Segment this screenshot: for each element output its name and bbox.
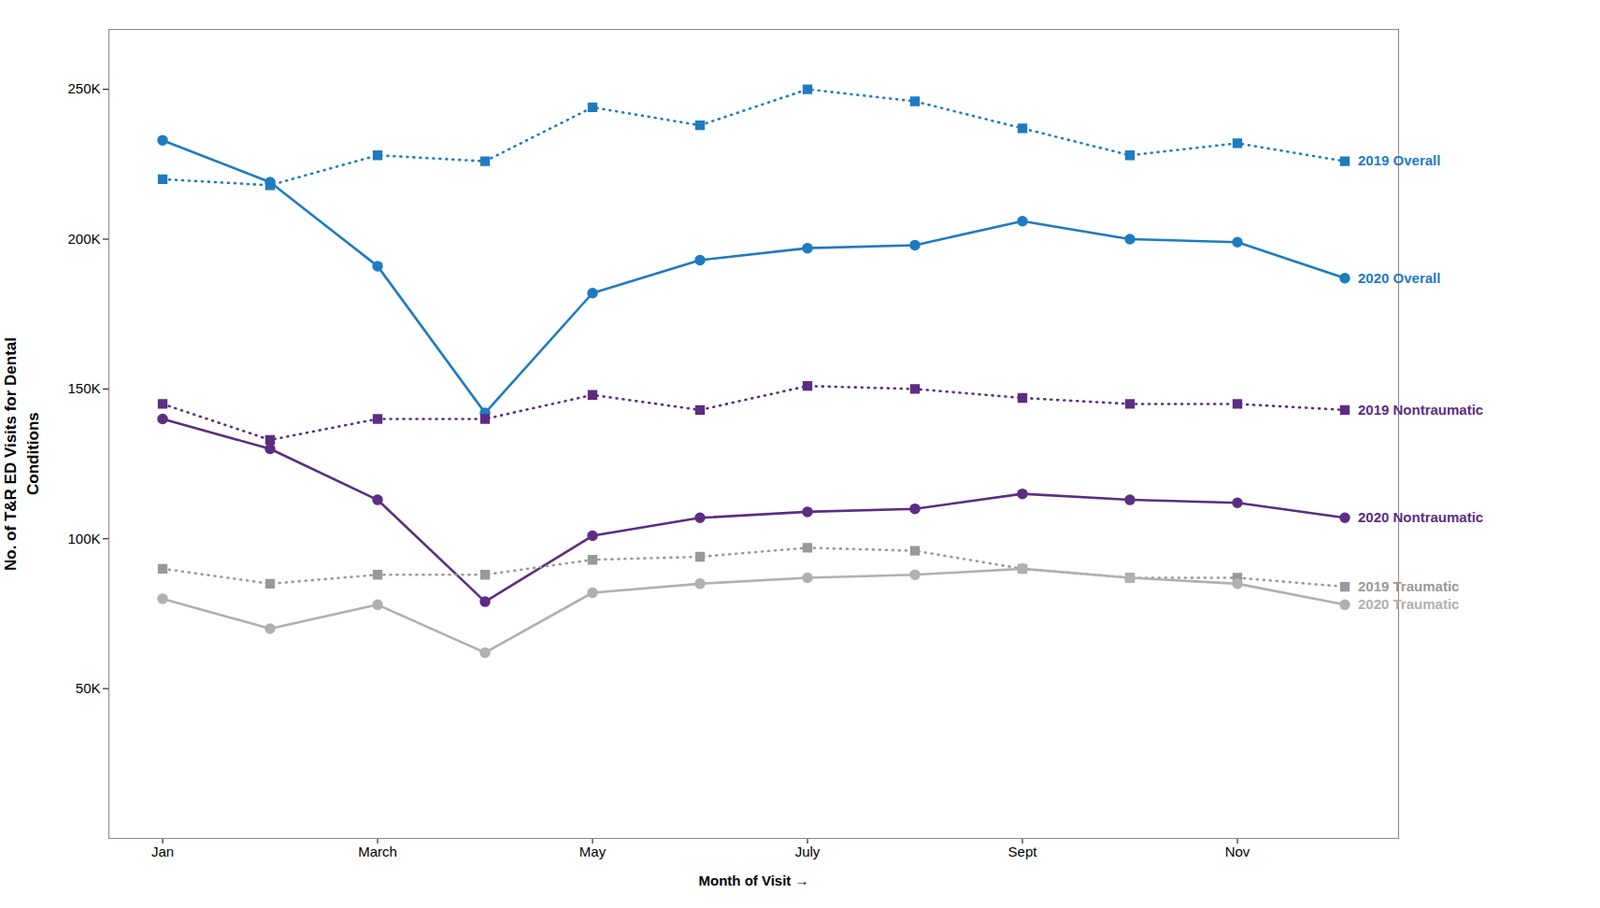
svg-text:100K: 100K [67,530,100,547]
svg-text:150K: 150K [67,380,100,397]
svg-text:Jan: Jan [151,843,174,860]
svg-text:2020 Overall: 2020 Overall [1357,270,1441,286]
svg-text:Nov: Nov [1225,843,1251,860]
svg-text:200K: 200K [67,230,100,247]
svg-text:Sept: Sept [1008,843,1039,860]
svg-text:July: July [795,843,821,860]
svg-text:50K: 50K [75,680,101,697]
svg-text:2019 Traumatic: 2019 Traumatic [1357,578,1459,595]
svg-text:250K: 250K [67,80,100,97]
svg-text:May: May [579,843,607,860]
svg-text:March: March [357,843,398,860]
html-text:No. of T&R ED Visits for Denta: No. of T&R ED Visits for Dental Conditio… [1,337,43,572]
svg-text:2020 Nontraumatic: 2020 Nontraumatic [1357,509,1484,526]
svg-text:2019 Overall: 2019 Overall [1357,152,1441,169]
svg-text:2019 Nontraumatic: 2019 Nontraumatic [1357,401,1484,418]
svg-text:Month of Visit →: Month of Visit → [698,872,809,889]
svg-text:2020 Traumatic: 2020 Traumatic [1357,596,1459,613]
